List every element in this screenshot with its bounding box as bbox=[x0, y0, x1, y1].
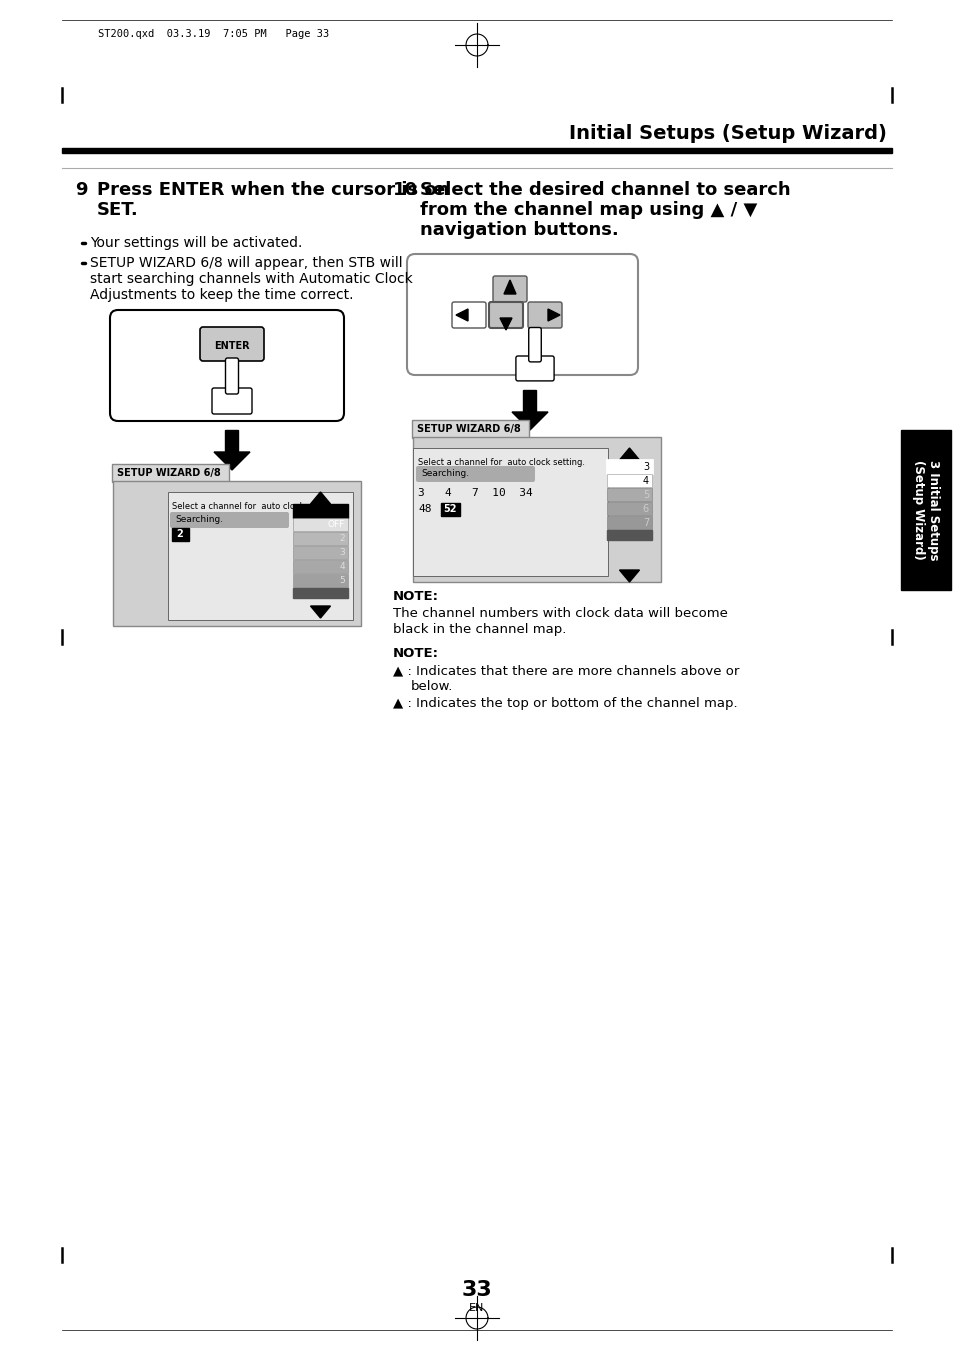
FancyBboxPatch shape bbox=[413, 449, 607, 576]
Bar bbox=[293, 561, 348, 573]
Text: ST200.qxd  03.3.19  7:05 PM   Page 33: ST200.qxd 03.3.19 7:05 PM Page 33 bbox=[98, 28, 329, 39]
Text: navigation buttons.: navigation buttons. bbox=[419, 222, 618, 239]
FancyBboxPatch shape bbox=[110, 309, 344, 422]
Text: 3: 3 bbox=[642, 462, 648, 471]
FancyBboxPatch shape bbox=[416, 466, 535, 482]
Text: Searching.: Searching. bbox=[420, 470, 469, 478]
FancyBboxPatch shape bbox=[212, 388, 252, 413]
FancyBboxPatch shape bbox=[413, 436, 660, 582]
Polygon shape bbox=[213, 453, 250, 470]
Polygon shape bbox=[618, 449, 639, 459]
Bar bbox=[227, 362, 236, 390]
FancyBboxPatch shape bbox=[168, 492, 353, 620]
FancyBboxPatch shape bbox=[412, 420, 529, 438]
Bar bbox=[293, 574, 348, 586]
Bar bbox=[293, 546, 348, 559]
Polygon shape bbox=[547, 309, 559, 322]
Text: 10: 10 bbox=[393, 181, 417, 199]
FancyBboxPatch shape bbox=[493, 276, 526, 303]
Bar bbox=[530, 331, 538, 358]
FancyBboxPatch shape bbox=[112, 463, 229, 482]
Bar bbox=[440, 503, 459, 516]
Text: SET.: SET. bbox=[97, 201, 138, 219]
Text: NOTE:: NOTE: bbox=[393, 590, 438, 603]
Text: 52: 52 bbox=[443, 504, 456, 513]
Text: ENTER: ENTER bbox=[214, 340, 250, 351]
Bar bbox=[606, 503, 651, 515]
FancyBboxPatch shape bbox=[452, 303, 485, 328]
Bar bbox=[606, 530, 651, 540]
Polygon shape bbox=[512, 412, 547, 430]
Text: EN: EN bbox=[469, 1302, 484, 1313]
Text: Initial Setups (Setup Wizard): Initial Setups (Setup Wizard) bbox=[569, 124, 886, 143]
Polygon shape bbox=[310, 492, 330, 504]
FancyBboxPatch shape bbox=[516, 357, 554, 381]
Text: Select a channel for  auto clock setting.: Select a channel for auto clock setting. bbox=[417, 458, 584, 467]
Text: start searching channels with Automatic Clock: start searching channels with Automatic … bbox=[90, 272, 413, 286]
Bar bbox=[293, 517, 348, 531]
Bar bbox=[606, 516, 651, 530]
Bar bbox=[523, 390, 536, 412]
Bar bbox=[225, 430, 238, 453]
Text: Select the desired channel to search: Select the desired channel to search bbox=[419, 181, 790, 199]
Bar bbox=[62, 149, 891, 153]
FancyBboxPatch shape bbox=[528, 327, 540, 362]
FancyBboxPatch shape bbox=[527, 303, 561, 328]
Bar bbox=[606, 459, 651, 473]
Text: Your settings will be activated.: Your settings will be activated. bbox=[90, 236, 302, 250]
Polygon shape bbox=[456, 309, 468, 322]
Text: SETUP WIZARD 6/8 will appear, then STB will: SETUP WIZARD 6/8 will appear, then STB w… bbox=[90, 255, 402, 270]
Text: 7: 7 bbox=[642, 517, 648, 527]
FancyBboxPatch shape bbox=[112, 481, 360, 626]
Text: SETUP WIZARD 6/8: SETUP WIZARD 6/8 bbox=[117, 467, 220, 478]
Text: OFF: OFF bbox=[328, 520, 345, 530]
Text: black in the channel map.: black in the channel map. bbox=[393, 623, 566, 636]
FancyBboxPatch shape bbox=[489, 303, 522, 328]
Text: from the channel map using ▲ / ▼: from the channel map using ▲ / ▼ bbox=[419, 201, 757, 219]
Text: 2: 2 bbox=[176, 530, 183, 539]
Text: 5: 5 bbox=[339, 576, 345, 585]
Text: 9: 9 bbox=[75, 181, 88, 199]
Polygon shape bbox=[618, 570, 639, 582]
FancyBboxPatch shape bbox=[170, 512, 289, 528]
FancyBboxPatch shape bbox=[200, 327, 264, 361]
Text: NOTE:: NOTE: bbox=[393, 647, 438, 661]
Bar bbox=[900, 430, 950, 590]
Text: 5: 5 bbox=[642, 489, 648, 500]
Polygon shape bbox=[503, 280, 516, 295]
Text: 3: 3 bbox=[339, 549, 345, 557]
Text: below.: below. bbox=[411, 680, 453, 693]
FancyBboxPatch shape bbox=[407, 254, 638, 376]
Text: Searching.: Searching. bbox=[174, 516, 223, 524]
Text: Select a channel for  auto clock setting.: Select a channel for auto clock setting. bbox=[172, 503, 338, 511]
Text: 3 Initial Setups
(Setup Wizard): 3 Initial Setups (Setup Wizard) bbox=[911, 459, 939, 561]
Text: Adjustments to keep the time correct.: Adjustments to keep the time correct. bbox=[90, 288, 354, 303]
Text: 48: 48 bbox=[417, 504, 431, 513]
Text: 2: 2 bbox=[339, 534, 345, 543]
FancyBboxPatch shape bbox=[225, 358, 238, 394]
Text: SETUP WIZARD 6/8: SETUP WIZARD 6/8 bbox=[416, 424, 520, 434]
Bar bbox=[606, 474, 651, 486]
Text: ▲ : Indicates the top or bottom of the channel map.: ▲ : Indicates the top or bottom of the c… bbox=[393, 697, 737, 711]
Text: 4: 4 bbox=[642, 476, 648, 485]
Text: 33: 33 bbox=[461, 1279, 492, 1300]
Text: 6: 6 bbox=[642, 504, 648, 513]
Text: Press ENTER when the cursor is on: Press ENTER when the cursor is on bbox=[97, 181, 449, 199]
Bar bbox=[606, 488, 651, 501]
Bar bbox=[293, 588, 348, 598]
Bar bbox=[293, 504, 348, 517]
Polygon shape bbox=[530, 331, 538, 358]
Polygon shape bbox=[227, 362, 236, 390]
Text: 3   4   7  10  34: 3 4 7 10 34 bbox=[417, 488, 532, 499]
Text: 4: 4 bbox=[339, 562, 345, 571]
Text: The channel numbers with clock data will become: The channel numbers with clock data will… bbox=[393, 607, 727, 620]
Bar bbox=[293, 532, 348, 544]
Polygon shape bbox=[499, 317, 512, 330]
Text: ▲ : Indicates that there are more channels above or: ▲ : Indicates that there are more channe… bbox=[393, 663, 739, 677]
Polygon shape bbox=[310, 607, 330, 617]
Bar bbox=[172, 528, 189, 540]
